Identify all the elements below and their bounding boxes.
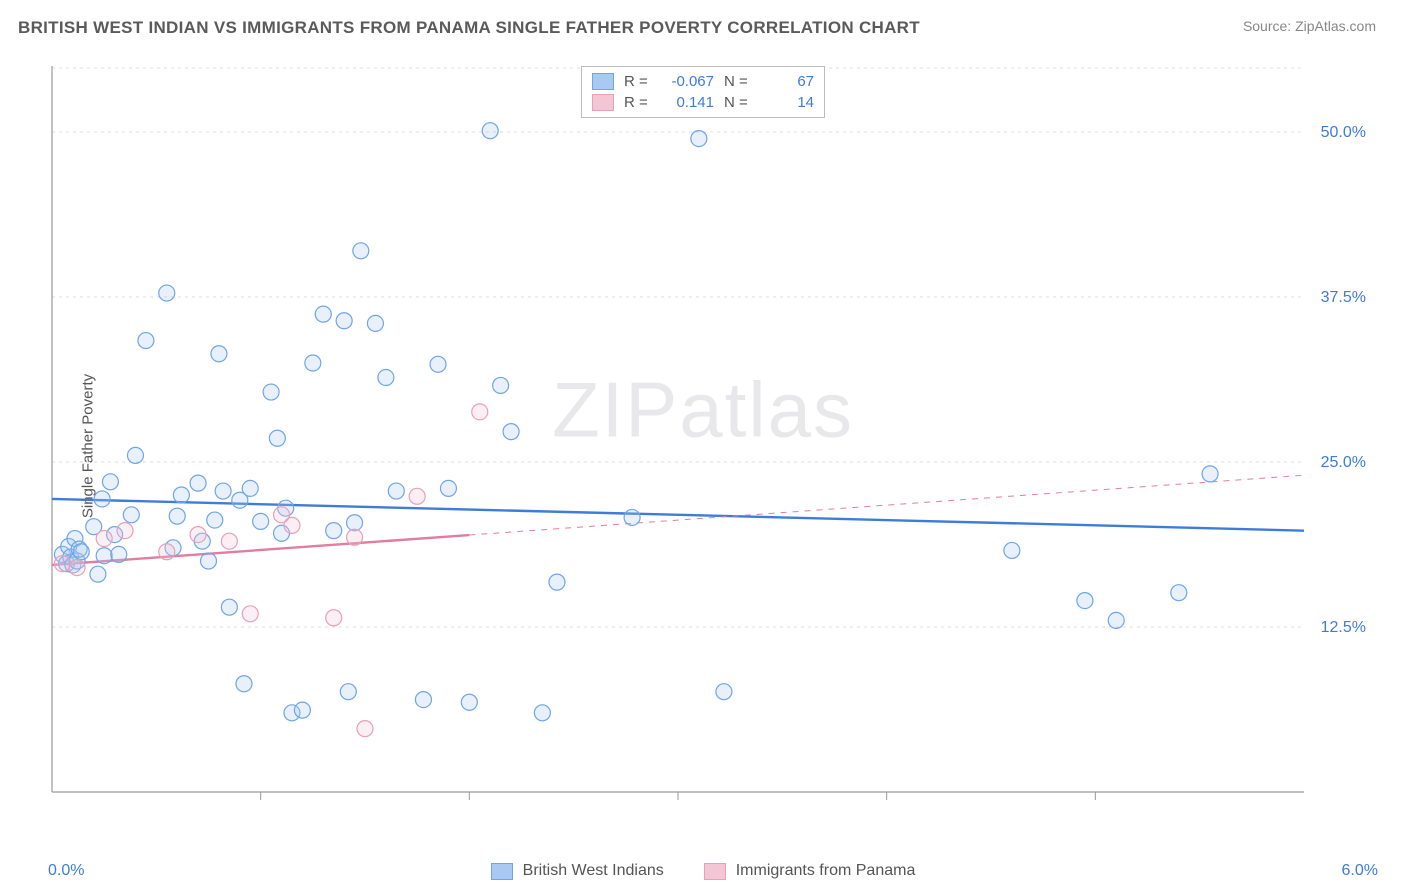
r-value-0: -0.067	[660, 73, 714, 90]
swatch-icon	[491, 863, 513, 880]
legend-label-0: British West Indians	[523, 862, 664, 880]
swatch-series-1	[592, 94, 614, 111]
n-value-0: 67	[760, 73, 814, 90]
stats-legend: R = -0.067 N = 67 R = 0.141 N = 14	[581, 66, 825, 118]
bottom-legend: British West Indians Immigrants from Pan…	[0, 862, 1406, 880]
swatch-icon	[704, 863, 726, 880]
legend-entry-1: Immigrants from Panama	[704, 862, 916, 880]
r-label: R =	[624, 94, 650, 111]
n-value-1: 14	[760, 94, 814, 111]
stats-row-series-1: R = 0.141 N = 14	[592, 92, 814, 113]
stats-row-series-0: R = -0.067 N = 67	[592, 71, 814, 92]
source-attribution: Source: ZipAtlas.com	[1243, 18, 1376, 34]
svg-text:37.5%: 37.5%	[1321, 289, 1366, 306]
svg-text:50.0%: 50.0%	[1321, 124, 1366, 141]
svg-text:12.5%: 12.5%	[1321, 619, 1366, 636]
legend-label-1: Immigrants from Panama	[736, 862, 916, 880]
swatch-series-0	[592, 73, 614, 90]
n-label: N =	[724, 94, 750, 111]
svg-text:25.0%: 25.0%	[1321, 454, 1366, 471]
chart-title: BRITISH WEST INDIAN VS IMMIGRANTS FROM P…	[18, 18, 920, 38]
plot-area: 12.5% 25.0% 37.5% 50.0%	[48, 62, 1384, 822]
r-label: R =	[624, 73, 650, 90]
r-value-1: 0.141	[660, 94, 714, 111]
legend-entry-0: British West Indians	[491, 862, 664, 880]
n-label: N =	[724, 73, 750, 90]
scatter-chart-svg: 12.5% 25.0% 37.5% 50.0%	[48, 62, 1384, 822]
